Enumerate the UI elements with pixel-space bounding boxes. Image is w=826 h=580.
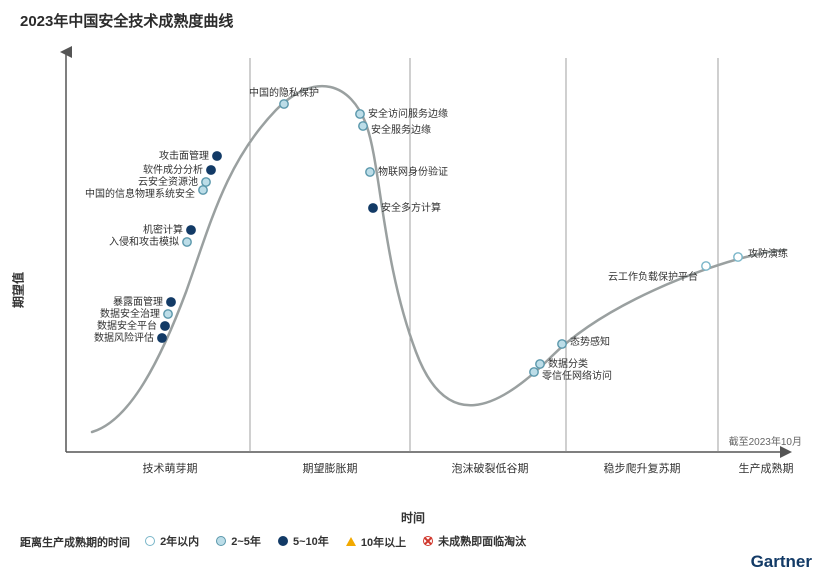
tech-point <box>213 152 221 160</box>
tech-point <box>366 168 374 176</box>
tech-point <box>167 298 175 306</box>
y-axis-label: 期望值 <box>10 272 27 308</box>
tech-label: 物联网身份验证 <box>378 165 448 178</box>
tech-label: 攻防演练 <box>748 247 788 260</box>
tech-point <box>207 166 215 174</box>
tech-label: 暴露面管理 <box>113 295 163 308</box>
legend: 距离生产成熟期的时间 2年以内 2~5年 5~10年 10年以上 未成熟即面临淘… <box>20 533 806 550</box>
tech-label: 数据风险评估 <box>94 331 154 344</box>
tech-point <box>536 360 544 368</box>
legend-item-2-5: 2~5年 <box>216 533 261 549</box>
swatch-10plus-icon <box>346 537 356 546</box>
legend-item-5-10: 5~10年 <box>278 533 329 549</box>
tech-point <box>558 340 566 348</box>
tech-point <box>183 238 191 246</box>
chart-area: 攻击面管理软件成分分析云安全资源池中国的信息物理系统安全机密计算入侵和攻击模拟暴… <box>46 42 806 482</box>
phase-label: 技术萌芽期 <box>143 460 198 476</box>
page: 2023年中国安全技术成熟度曲线 期望值 攻击面管理软件成分分析云安全资源池中国… <box>0 0 826 580</box>
tech-label: 零信任网络访问 <box>542 369 612 382</box>
legend-label-5-10: 5~10年 <box>293 533 329 549</box>
legend-label-lt2: 2年以内 <box>160 533 199 549</box>
phase-label: 生产成熟期 <box>739 460 794 476</box>
phase-label: 期望膨胀期 <box>303 460 358 476</box>
tech-point <box>199 186 207 194</box>
tech-label: 安全服务边缘 <box>371 123 431 136</box>
tech-point <box>702 262 710 270</box>
tech-label: 攻击面管理 <box>159 149 209 162</box>
tech-label: 云安全资源池 <box>138 175 198 188</box>
tech-point <box>164 310 172 318</box>
tech-label: 数据分类 <box>548 357 588 370</box>
legend-lead: 距离生产成熟期的时间 <box>20 537 130 549</box>
tech-label: 数据安全治理 <box>100 307 160 320</box>
phase-label: 稳步爬升复苏期 <box>604 460 681 476</box>
tech-point <box>187 226 195 234</box>
tech-point <box>356 110 364 118</box>
tech-point <box>530 368 538 376</box>
legend-item-obsolete: 未成熟即面临淘汰 <box>423 533 526 549</box>
tech-point <box>202 178 210 186</box>
legend-label-10plus: 10年以上 <box>361 534 406 550</box>
tech-label: 态势感知 <box>570 335 610 348</box>
swatch-2-5-icon <box>216 536 226 546</box>
as-of-note: 截至2023年10月 <box>729 433 802 448</box>
tech-point <box>369 204 377 212</box>
legend-item-lt2: 2年以内 <box>145 533 199 549</box>
tech-label: 数据安全平台 <box>97 319 157 332</box>
tech-point <box>161 322 169 330</box>
swatch-lt2-icon <box>145 536 155 546</box>
tech-point <box>158 334 166 342</box>
tech-point <box>359 122 367 130</box>
tech-label: 入侵和攻击模拟 <box>109 235 179 248</box>
tech-point <box>734 253 742 261</box>
x-axis-label: 时间 <box>0 509 826 526</box>
phase-label: 泡沫破裂低谷期 <box>452 460 529 476</box>
tech-label: 安全访问服务边缘 <box>368 107 448 120</box>
swatch-5-10-icon <box>278 536 288 546</box>
tech-label: 中国的隐私保护 <box>249 86 319 99</box>
tech-label: 软件成分分析 <box>143 163 203 176</box>
tech-label: 云工作负载保护平台 <box>608 270 698 283</box>
hype-cycle-svg: 攻击面管理软件成分分析云安全资源池中国的信息物理系统安全机密计算入侵和攻击模拟暴… <box>46 42 806 482</box>
swatch-obsolete-icon <box>423 536 433 546</box>
legend-label-2-5: 2~5年 <box>231 533 261 549</box>
legend-item-10plus: 10年以上 <box>346 534 406 550</box>
tech-label: 中国的信息物理系统安全 <box>85 187 195 200</box>
tech-label: 安全多方计算 <box>381 201 441 214</box>
chart-title: 2023年中国安全技术成熟度曲线 <box>20 10 233 31</box>
legend-label-obsolete: 未成熟即面临淘汰 <box>438 533 526 549</box>
gartner-logo: Gartner <box>751 552 812 572</box>
tech-point <box>280 100 288 108</box>
tech-label: 机密计算 <box>143 223 183 236</box>
